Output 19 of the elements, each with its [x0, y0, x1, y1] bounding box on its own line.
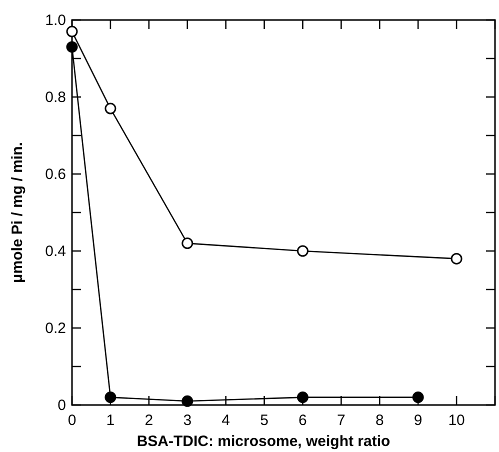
x-tick-label: 4 — [222, 412, 230, 429]
x-tick-label: 10 — [448, 412, 465, 429]
x-tick-label: 5 — [260, 412, 268, 429]
x-tick-label: 7 — [337, 412, 346, 429]
x-tick-label: 9 — [414, 412, 422, 429]
x-tick-label: 8 — [375, 412, 384, 429]
y-tick-label: 0.2 — [45, 320, 66, 337]
y-tick-label: 0.4 — [45, 243, 66, 260]
x-tick-label: 1 — [106, 412, 115, 429]
x-tick-label: 6 — [298, 412, 307, 429]
y-tick-label: 0.6 — [45, 166, 66, 183]
y-axis-title: μmole Pi / mg / min. — [9, 142, 26, 283]
y-tick-label: 0 — [58, 397, 66, 414]
x-tick-label: 3 — [183, 412, 192, 429]
x-tick-label: 2 — [144, 412, 154, 429]
y-tick-label: 1.0 — [45, 12, 66, 29]
x-tick-label: 0 — [68, 412, 76, 429]
x-axis-title: BSA-TDIC: microsome, weight ratio — [136, 433, 390, 450]
y-tick-label: 0.8 — [45, 89, 66, 106]
